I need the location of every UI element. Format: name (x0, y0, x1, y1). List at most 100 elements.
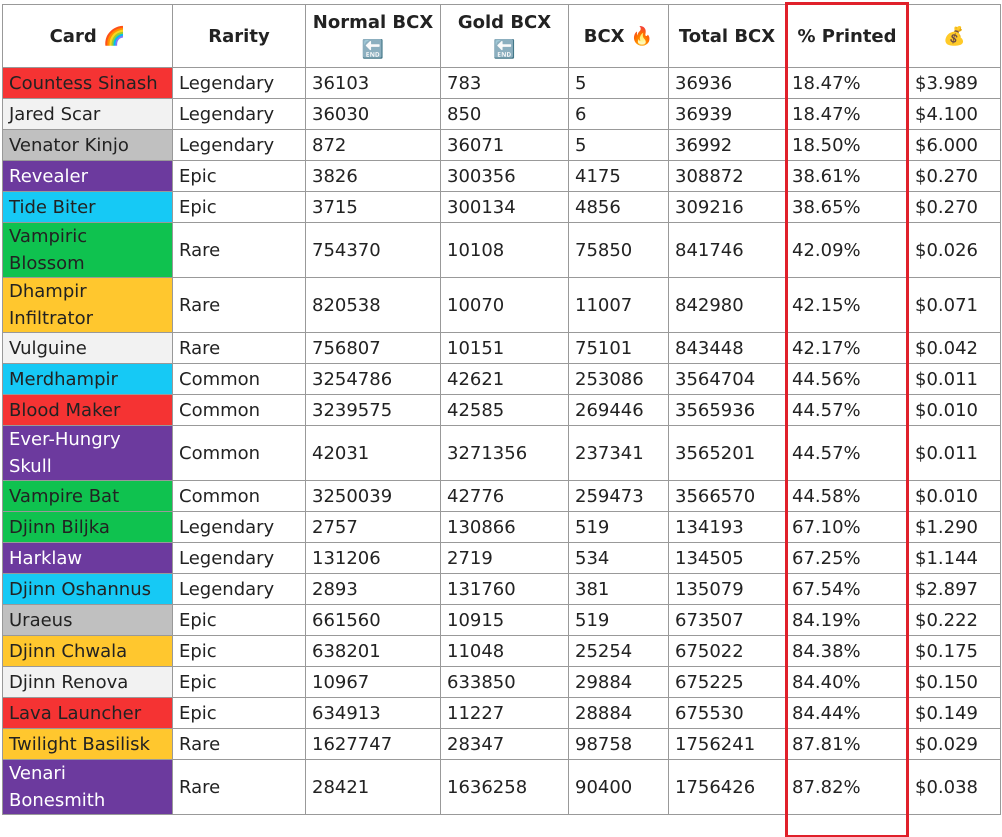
table-cell: Rare (172, 759, 306, 815)
card-name-cell: Djinn Renova (2, 666, 173, 698)
table-cell: 135079 (668, 573, 786, 605)
table-cell: 633850 (440, 666, 569, 698)
table-cell: 2719 (440, 542, 569, 574)
table-cell: 3254786 (305, 363, 441, 395)
table-row: Jared Scar Legendary 36030 850 6 36939 18.47% $… (2, 98, 1001, 130)
table-cell: 675022 (668, 635, 786, 667)
table-cell: 44.56% (785, 363, 909, 395)
table-cell: 253086 (568, 363, 669, 395)
header-row: Card 🌈 Rarity Normal BCX 🔚 Gold BCX 🔚 BCX 🔥 T… (2, 4, 1001, 68)
table-cell: 237341 (568, 425, 669, 481)
card-name-cell: Countess Sinash (2, 67, 173, 99)
table-cell: 38.61% (785, 160, 909, 192)
table-cell: 534 (568, 542, 669, 574)
table-cell: $0.270 (908, 160, 1001, 192)
table-cell: $0.011 (908, 425, 1001, 481)
table-cell: 84.44% (785, 697, 909, 729)
table-row: Djinn Renova Epic 10967 633850 29884 675225 84… (2, 666, 1001, 698)
table-cell: 36992 (668, 129, 786, 161)
table-row: Uraeus Epic 661560 10915 519 673507 84.19% $0.2… (2, 604, 1001, 636)
table-cell: 67.25% (785, 542, 909, 574)
table-cell: 130866 (440, 511, 569, 543)
table-cell: $0.029 (908, 728, 1001, 760)
table-row: Lava Launcher Epic 634913 11227 28884 675530 8… (2, 697, 1001, 729)
table-cell: 36030 (305, 98, 441, 130)
table-cell: 84.40% (785, 666, 909, 698)
table-cell: 87.82% (785, 759, 909, 815)
table-cell: 1636258 (440, 759, 569, 815)
header-cell: Normal BCX 🔚 (305, 4, 441, 68)
table-cell: Rare (172, 277, 306, 333)
table-cell: 44.57% (785, 425, 909, 481)
table-cell: $0.149 (908, 697, 1001, 729)
card-name-cell: Merdhampir (2, 363, 173, 395)
table-cell: 36939 (668, 98, 786, 130)
table-row: Venator Kinjo Legendary 872 36071 5 36992 18.5… (2, 129, 1001, 161)
table-cell: 10915 (440, 604, 569, 636)
table-cell: 3565936 (668, 394, 786, 426)
table-cell: 131760 (440, 573, 569, 605)
card-name-cell: Djinn Biljka (2, 511, 173, 543)
table-cell: 42031 (305, 425, 441, 481)
table-cell: 42585 (440, 394, 569, 426)
table-cell: 11007 (568, 277, 669, 333)
table-cell: 134505 (668, 542, 786, 574)
table-cell: $2.897 (908, 573, 1001, 605)
table-cell: 29884 (568, 666, 669, 698)
header-cell: Gold BCX 🔚 (440, 4, 569, 68)
table-cell: Epic (172, 635, 306, 667)
table-cell: 36071 (440, 129, 569, 161)
table-cell: Legendary (172, 542, 306, 574)
header-cell: 💰 (908, 4, 1001, 68)
table-cell: 18.47% (785, 67, 909, 99)
table-cell: 10070 (440, 277, 569, 333)
table-cell: Common (172, 480, 306, 512)
table-cell: 309216 (668, 191, 786, 223)
table-cell: 2893 (305, 573, 441, 605)
table-cell: 10967 (305, 666, 441, 698)
table-cell: $4.100 (908, 98, 1001, 130)
table-cell: Epic (172, 697, 306, 729)
card-name-cell: Djinn Chwala (2, 635, 173, 667)
table-cell: 673507 (668, 604, 786, 636)
table-cell: 11048 (440, 635, 569, 667)
table-row: Vampire Bat Common 3250039 42776 259473 35665… (2, 480, 1001, 512)
table-cell: 756807 (305, 332, 441, 364)
table-cell: 638201 (305, 635, 441, 667)
table-row: Ever-Hungry Skull Common 42031 3271356 23734… (2, 425, 1001, 481)
table-cell: 42621 (440, 363, 569, 395)
card-name-cell: Venator Kinjo (2, 129, 173, 161)
table-cell: Legendary (172, 98, 306, 130)
table-cell: 3715 (305, 191, 441, 223)
table-cell: 754370 (305, 222, 441, 278)
table-cell: 10151 (440, 332, 569, 364)
table-cell: 843448 (668, 332, 786, 364)
table-cell: 259473 (568, 480, 669, 512)
table-cell: 36103 (305, 67, 441, 99)
table-cell: 308872 (668, 160, 786, 192)
table-cell: Rare (172, 222, 306, 278)
table-cell: Common (172, 425, 306, 481)
table-cell: 18.47% (785, 98, 909, 130)
table-cell: 84.38% (785, 635, 909, 667)
table-cell: 11227 (440, 697, 569, 729)
card-name-cell: Djinn Oshannus (2, 573, 173, 605)
table-cell: $0.010 (908, 480, 1001, 512)
table-row: Harklaw Legendary 131206 2719 534 134505 67.25… (2, 542, 1001, 574)
table-row: Countess Sinash Legendary 36103 783 5 36936 18… (2, 67, 1001, 99)
table-cell: Common (172, 363, 306, 395)
table-row: Venari Bonesmith Rare 28421 1636258 90400 175… (2, 759, 1001, 815)
card-name-cell: Blood Maker (2, 394, 173, 426)
table-cell: 661560 (305, 604, 441, 636)
card-name-cell: Dhampir Infiltrator (2, 277, 173, 333)
table-cell: 872 (305, 129, 441, 161)
table-cell: $0.042 (908, 332, 1001, 364)
table-row: Tide Biter Epic 3715 300134 4856 309216 38.65%… (2, 191, 1001, 223)
table-row: Vampiric Blossom Rare 754370 10108 75850 8417… (2, 222, 1001, 278)
table-cell: 519 (568, 604, 669, 636)
table-cell: 28347 (440, 728, 569, 760)
header-cell: Total BCX (668, 4, 786, 68)
table-cell: 3566570 (668, 480, 786, 512)
table-cell: $0.026 (908, 222, 1001, 278)
table-cell: Legendary (172, 67, 306, 99)
